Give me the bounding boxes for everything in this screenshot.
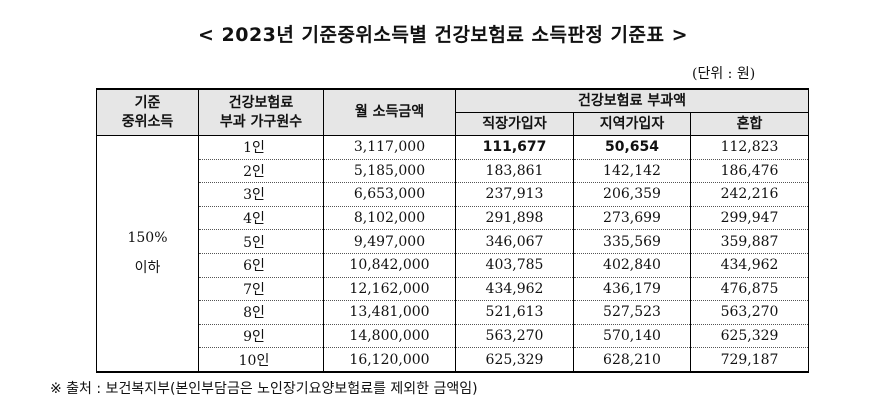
header-monthly-income: 월 소득금액 xyxy=(323,88,456,136)
income-cell: 13,481,000 xyxy=(323,300,456,325)
income-cell: 9,497,000 xyxy=(323,229,456,254)
employee-cell: 521,613 xyxy=(455,300,574,325)
header-household-line1: 건강보험료 xyxy=(228,94,294,111)
regional-cell: 570,140 xyxy=(573,323,691,349)
regional-cell: 436,179 xyxy=(573,276,691,302)
mixed-cell: 625,329 xyxy=(689,323,810,349)
income-cell: 5,185,000 xyxy=(323,158,456,184)
household-cell: 2인 xyxy=(198,158,324,184)
household-cell: 7인 xyxy=(198,276,324,302)
table-row: 9인 14,800,000 563,270 570,140 625,329 xyxy=(97,323,810,349)
household-cell: 3인 xyxy=(198,182,324,207)
household-cell: 6인 xyxy=(198,252,324,278)
employee-cell: 183,861 xyxy=(455,158,574,184)
table-body: 150% 이하 1인 3,117,000 111,677 50,654 112,… xyxy=(96,134,810,373)
employee-cell: 346,067 xyxy=(455,229,574,254)
household-cell: 9인 xyxy=(198,323,324,349)
employee-cell: 291,898 xyxy=(455,205,574,231)
household-cell: 10인 xyxy=(198,347,324,373)
regional-cell: 142,142 xyxy=(573,158,691,184)
table-row: 6인 10,842,000 403,785 402,840 434,962 xyxy=(97,252,810,278)
mixed-cell: 112,823 xyxy=(689,135,810,160)
criteria-table: 기준 중위소득 건강보험료 부과 가구원수 월 소득금액 건강보험료 부과액 직… xyxy=(96,88,810,373)
mixed-cell: 434,962 xyxy=(689,252,810,278)
income-cell: 16,120,000 xyxy=(323,347,456,373)
employee-cell: 434,962 xyxy=(455,276,574,302)
header-median-income-line2: 중위소득 xyxy=(121,113,174,130)
regional-cell: 50,654 xyxy=(573,135,691,160)
employee-cell: 563,270 xyxy=(455,323,574,349)
header-employee: 직장가입자 xyxy=(455,112,574,136)
income-cell: 14,800,000 xyxy=(323,323,456,349)
household-cell: 1인 xyxy=(198,135,324,160)
table-row: 7인 12,162,000 434,962 436,179 476,875 xyxy=(97,276,810,302)
header-median-income-line1: 기준 xyxy=(134,94,161,111)
mixed-cell: 476,875 xyxy=(689,276,810,302)
table-row: 4인 8,102,000 291,898 273,699 299,947 xyxy=(97,205,810,231)
regional-cell: 206,359 xyxy=(573,182,691,207)
mixed-cell: 299,947 xyxy=(689,205,810,231)
source-note: ※ 출처 : 보건복지부(본인부담금은 노인장기요양보험료를 제외한 금액임) xyxy=(50,381,478,397)
income-cell: 12,162,000 xyxy=(323,276,456,302)
table-row: 2인 5,185,000 183,861 142,142 186,476 xyxy=(97,158,810,184)
employee-cell: 403,785 xyxy=(455,252,574,278)
header-household-line2: 부과 가구원수 xyxy=(219,113,303,130)
income-cell: 3,117,000 xyxy=(323,135,456,160)
income-level-line1: 150% xyxy=(127,230,168,247)
unit-label: (단위 : 원) xyxy=(692,66,756,82)
header-mixed: 혼합 xyxy=(689,112,810,136)
regional-cell: 402,840 xyxy=(573,252,691,278)
employee-cell: 111,677 xyxy=(455,135,574,160)
header-regional: 지역가입자 xyxy=(573,112,691,136)
table-row: 150% 이하 1인 3,117,000 111,677 50,654 112,… xyxy=(96,134,810,372)
employee-cell: 237,913 xyxy=(455,182,574,207)
regional-cell: 527,523 xyxy=(573,300,691,325)
table-row: 8인 13,481,000 521,613 527,523 563,270 xyxy=(97,300,810,325)
header-household: 건강보험료 부과 가구원수 xyxy=(198,88,324,136)
table-row: 5인 9,497,000 346,067 335,569 359,887 xyxy=(97,229,810,254)
regional-cell: 335,569 xyxy=(573,229,691,254)
table-row: 3인 6,653,000 237,913 206,359 242,216 xyxy=(97,182,810,207)
income-cell: 6,653,000 xyxy=(323,182,456,207)
regional-cell: 273,699 xyxy=(573,205,691,231)
employee-cell: 625,329 xyxy=(455,347,574,373)
income-cell: 10,842,000 xyxy=(323,252,456,278)
header-premium-group: 건강보험료 부과액 xyxy=(454,88,810,113)
household-cell: 4인 xyxy=(198,205,324,231)
income-level-line2: 이하 xyxy=(134,260,161,277)
regional-cell: 628,210 xyxy=(573,347,691,373)
household-cell: 5인 xyxy=(198,229,324,254)
header-median-income: 기준 중위소득 xyxy=(96,88,199,136)
mixed-cell: 563,270 xyxy=(689,300,810,325)
page-title: < 2023년 기준중위소득별 건강보험료 소득판정 기준표 > xyxy=(197,24,688,46)
mixed-cell: 729,187 xyxy=(689,347,810,373)
mixed-cell: 186,476 xyxy=(689,158,810,184)
household-cell: 8인 xyxy=(198,300,324,325)
income-cell: 8,102,000 xyxy=(323,205,456,231)
income-level-cell: 150% 이하 xyxy=(96,134,199,372)
table-row: 10인 16,120,000 625,329 628,210 729,187 xyxy=(97,347,810,373)
mixed-cell: 242,216 xyxy=(689,182,810,207)
mixed-cell: 359,887 xyxy=(689,229,810,254)
